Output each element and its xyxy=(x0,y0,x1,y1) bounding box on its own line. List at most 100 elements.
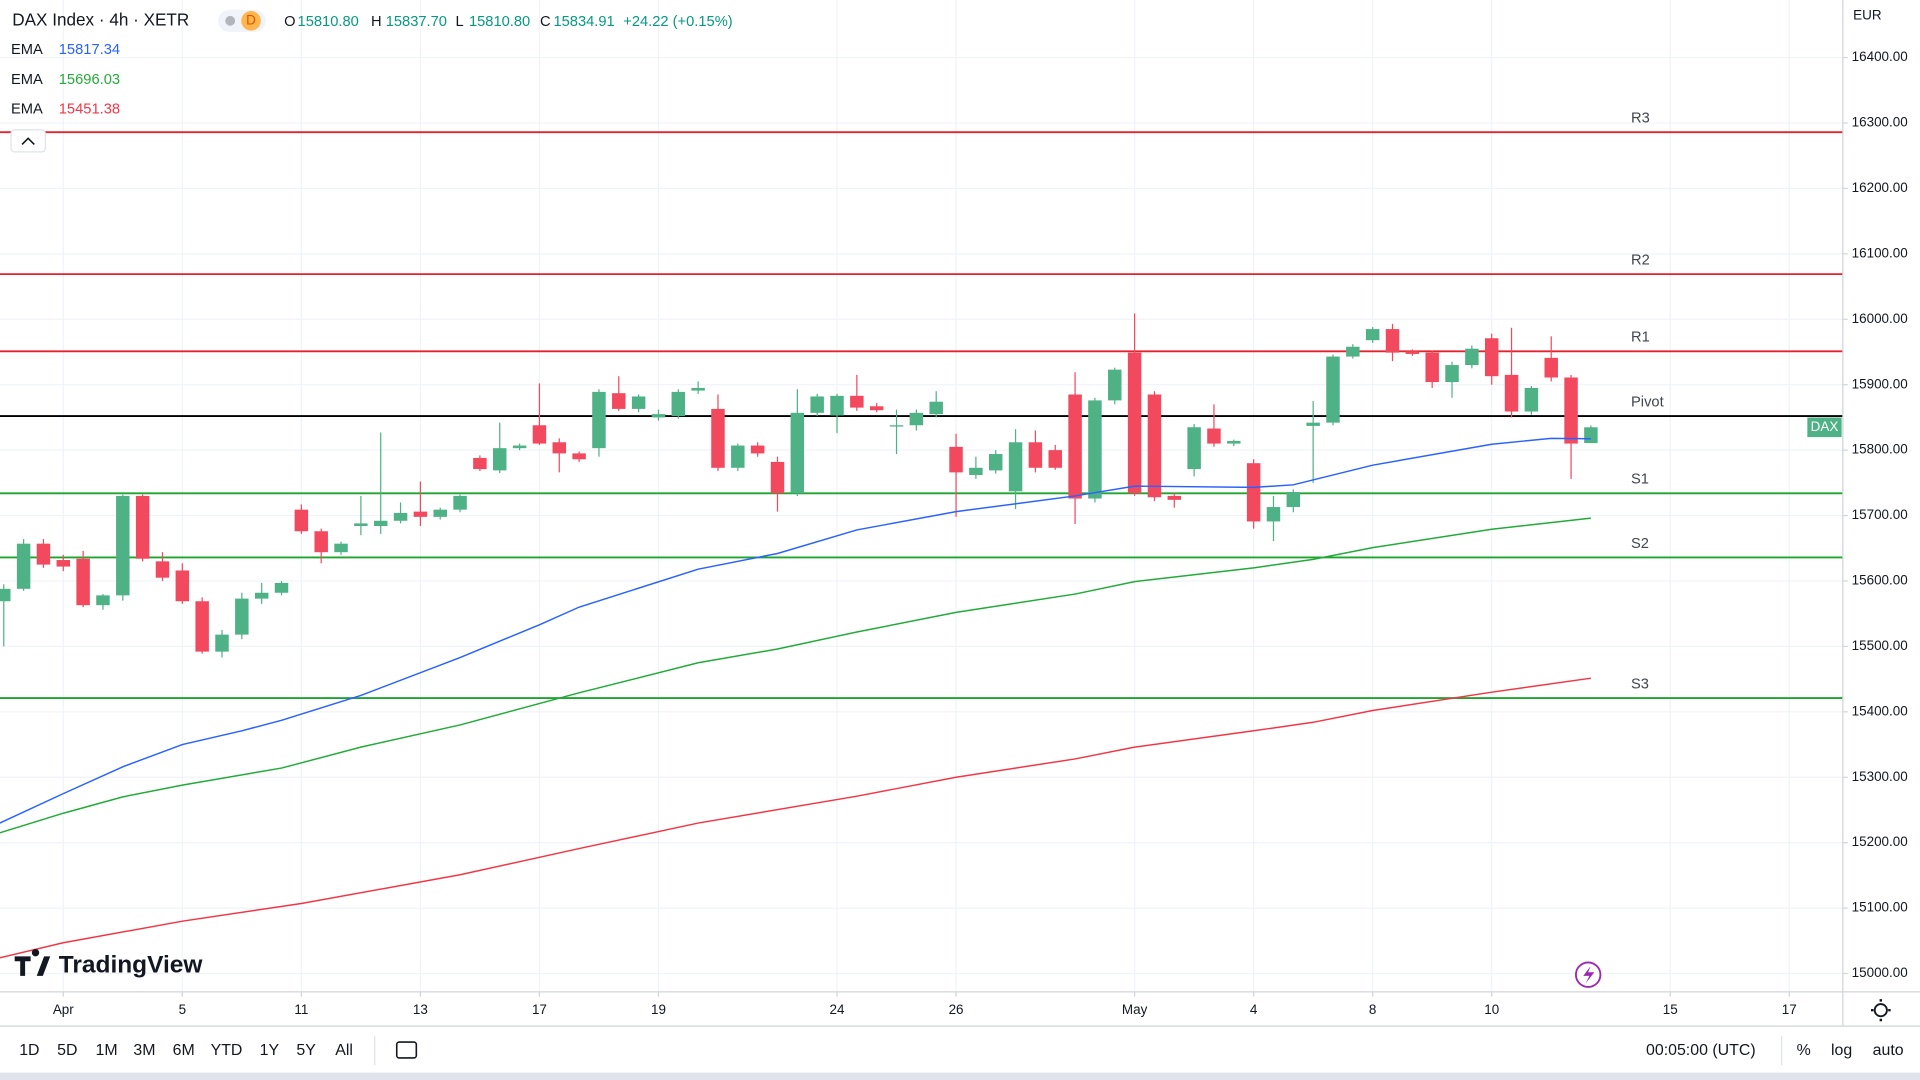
x-tick-label: Apr xyxy=(53,1002,74,1017)
candle-body xyxy=(850,395,864,408)
x-tick-label: 4 xyxy=(1250,1002,1258,1017)
candle-body xyxy=(1207,428,1221,444)
date-range-icon[interactable] xyxy=(395,1041,418,1059)
y-tick-label: 16400.00 xyxy=(1852,49,1908,64)
ema-line xyxy=(0,677,1592,959)
x-tick-label: 8 xyxy=(1369,1002,1376,1017)
y-tick-label: 15400.00 xyxy=(1852,703,1908,718)
interval-button[interactable]: 1M xyxy=(95,1042,117,1059)
settings-ring xyxy=(1873,1003,1888,1018)
interval-button[interactable]: YTD xyxy=(211,1042,243,1059)
scale-option[interactable]: log xyxy=(1831,1042,1852,1059)
candle-body xyxy=(433,509,447,517)
x-tick-label: 17 xyxy=(532,1002,547,1017)
candle-body xyxy=(1068,394,1082,499)
brand-logo: TradingView xyxy=(14,948,204,979)
candle-body xyxy=(36,543,51,565)
candle-body xyxy=(969,467,983,475)
ohlc-value: 15834.91 xyxy=(553,14,614,30)
interval-button[interactable]: 1D xyxy=(19,1042,39,1059)
candle-body xyxy=(0,588,11,602)
settings-icon[interactable] xyxy=(1871,999,1891,1022)
candle-body xyxy=(671,391,686,417)
y-tick-label: 16300.00 xyxy=(1852,115,1908,130)
collapse-button[interactable] xyxy=(10,129,46,153)
candle-body xyxy=(869,406,884,411)
plot: R3 R2 R1 Pivot S1 S2 S3 xyxy=(0,111,1843,959)
x-tick-label: 17 xyxy=(1782,1002,1797,1017)
pivot-label: S3 xyxy=(1631,676,1649,692)
candle-body xyxy=(1465,348,1479,366)
candle-body xyxy=(1147,394,1162,498)
interval-button[interactable]: All xyxy=(335,1042,353,1059)
candle-body xyxy=(16,543,31,589)
candle-body xyxy=(1088,400,1102,499)
candle-body xyxy=(1405,351,1420,354)
candle-body xyxy=(314,531,328,553)
brand-name: TradingView xyxy=(59,952,204,979)
y-tick-label: 15200.00 xyxy=(1852,834,1908,849)
candle-body xyxy=(691,387,705,391)
candle-body xyxy=(612,393,626,409)
pivot-label: S1 xyxy=(1631,472,1649,488)
candle-body xyxy=(473,457,487,470)
candle-body xyxy=(195,601,209,652)
currency-label[interactable]: EUR xyxy=(1853,7,1882,22)
y-tick-label: 15500.00 xyxy=(1852,638,1908,653)
legend-value: 15451.38 xyxy=(59,102,120,118)
price-tag-label: DAX xyxy=(1811,419,1839,434)
candle-body xyxy=(1246,463,1261,522)
candle-body xyxy=(572,453,586,460)
legend-value: 15817.34 xyxy=(59,42,120,58)
interval-button[interactable]: 6M xyxy=(173,1042,195,1059)
x-tick-label: 13 xyxy=(413,1002,428,1017)
candle-body xyxy=(373,520,388,527)
symbol-title[interactable]: DAX Index · 4h · XETR xyxy=(12,9,189,29)
candle-body xyxy=(770,461,785,494)
ema-line xyxy=(0,437,1591,824)
candle-body xyxy=(830,395,844,416)
candle-body xyxy=(1127,352,1142,494)
candle-body xyxy=(592,391,606,449)
interval-button[interactable]: 1Y xyxy=(260,1042,280,1059)
candle-body xyxy=(235,598,249,635)
x-tick-label: 5 xyxy=(179,1002,186,1017)
candle-body xyxy=(1524,387,1539,412)
bottom-strip xyxy=(0,1072,1920,1080)
candle-body xyxy=(552,442,566,454)
scale-option[interactable]: auto xyxy=(1873,1042,1904,1059)
ohlc-value: 15837.70 xyxy=(386,14,447,30)
x-tick-label: May xyxy=(1122,1002,1148,1017)
candle-body xyxy=(988,454,1003,471)
candle-body xyxy=(1544,357,1558,378)
candle-body xyxy=(1008,442,1023,492)
candle-body xyxy=(1286,491,1301,508)
scale-option[interactable]: % xyxy=(1797,1042,1811,1059)
candle-body xyxy=(215,634,229,652)
pivot-label: R1 xyxy=(1631,330,1650,346)
candle-body xyxy=(334,543,348,553)
ohlc-key: H xyxy=(371,14,382,30)
interval-button[interactable]: 3M xyxy=(133,1042,155,1059)
y-tick-label: 15900.00 xyxy=(1852,376,1908,391)
legend-name: EMA xyxy=(11,102,43,118)
candle-body xyxy=(1504,374,1519,412)
candle-body xyxy=(1584,427,1598,444)
interval-button[interactable]: 5D xyxy=(57,1042,77,1059)
candle-body xyxy=(909,412,924,426)
candle-body xyxy=(1108,369,1122,401)
y-tick-label: 15700.00 xyxy=(1852,507,1908,522)
brand-icon xyxy=(14,948,51,976)
x-tick-label: 24 xyxy=(830,1002,845,1017)
legend-value: 15696.03 xyxy=(59,72,120,88)
badge-circle xyxy=(241,11,261,31)
candle-body xyxy=(56,560,71,567)
y-tick-label: 15100.00 xyxy=(1852,900,1908,915)
interval-button[interactable]: 5Y xyxy=(296,1042,316,1059)
candle-body xyxy=(1564,377,1578,444)
candle-body xyxy=(493,448,507,471)
candle-body xyxy=(1484,338,1499,377)
pivot-label: R2 xyxy=(1631,253,1650,269)
ohlc-key: L xyxy=(456,14,464,30)
